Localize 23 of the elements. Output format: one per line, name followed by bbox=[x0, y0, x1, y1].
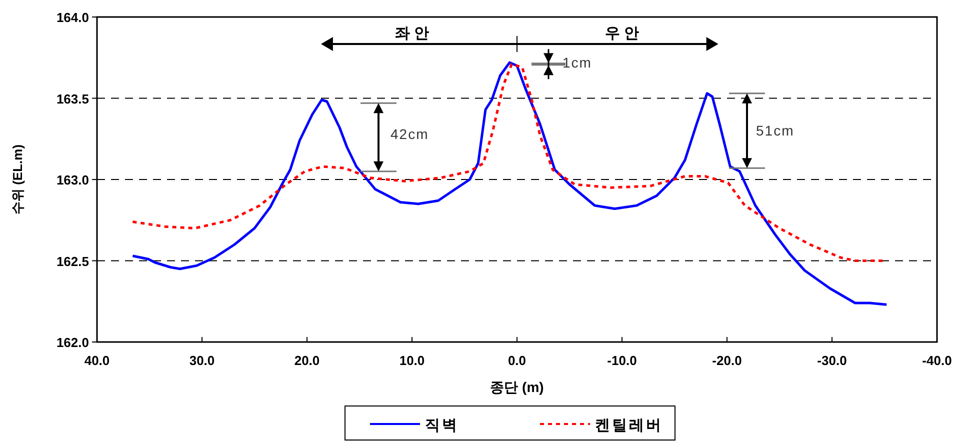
y-tick-label: 162.0 bbox=[56, 335, 89, 350]
x-tick-label: -40.0 bbox=[922, 353, 952, 368]
legend-label: 켄틸레버 bbox=[595, 417, 663, 434]
y-tick-label: 163.0 bbox=[56, 172, 89, 188]
x-tick-label: -10.0 bbox=[607, 353, 637, 368]
x-tick-label: 10.0 bbox=[399, 353, 425, 368]
annotation: 1cm bbox=[562, 54, 592, 70]
x-tick-label: 0.0 bbox=[508, 353, 526, 368]
legend-label: 직벽 bbox=[425, 417, 459, 434]
annotation: 우 안 bbox=[604, 25, 640, 42]
y-tick-label: 162.5 bbox=[56, 254, 89, 269]
y-tick-label: 164.0 bbox=[56, 10, 89, 25]
x-tick-label: 20.0 bbox=[294, 353, 320, 368]
y-tick-label: 163.5 bbox=[56, 91, 89, 106]
y-axis-title: 수위 (EL.m) bbox=[10, 144, 25, 215]
annotation: 51cm bbox=[756, 122, 794, 139]
x-tick-label: -20.0 bbox=[712, 353, 742, 368]
x-tick-label: 30.0 bbox=[189, 353, 215, 368]
annotation: 42cm bbox=[390, 126, 429, 142]
annotation: 좌 안 bbox=[394, 25, 430, 42]
x-axis-title: 종단 (m) bbox=[490, 379, 544, 395]
x-tick-label: -30.0 bbox=[817, 353, 847, 368]
x-tick-label: 40.0 bbox=[84, 353, 110, 368]
